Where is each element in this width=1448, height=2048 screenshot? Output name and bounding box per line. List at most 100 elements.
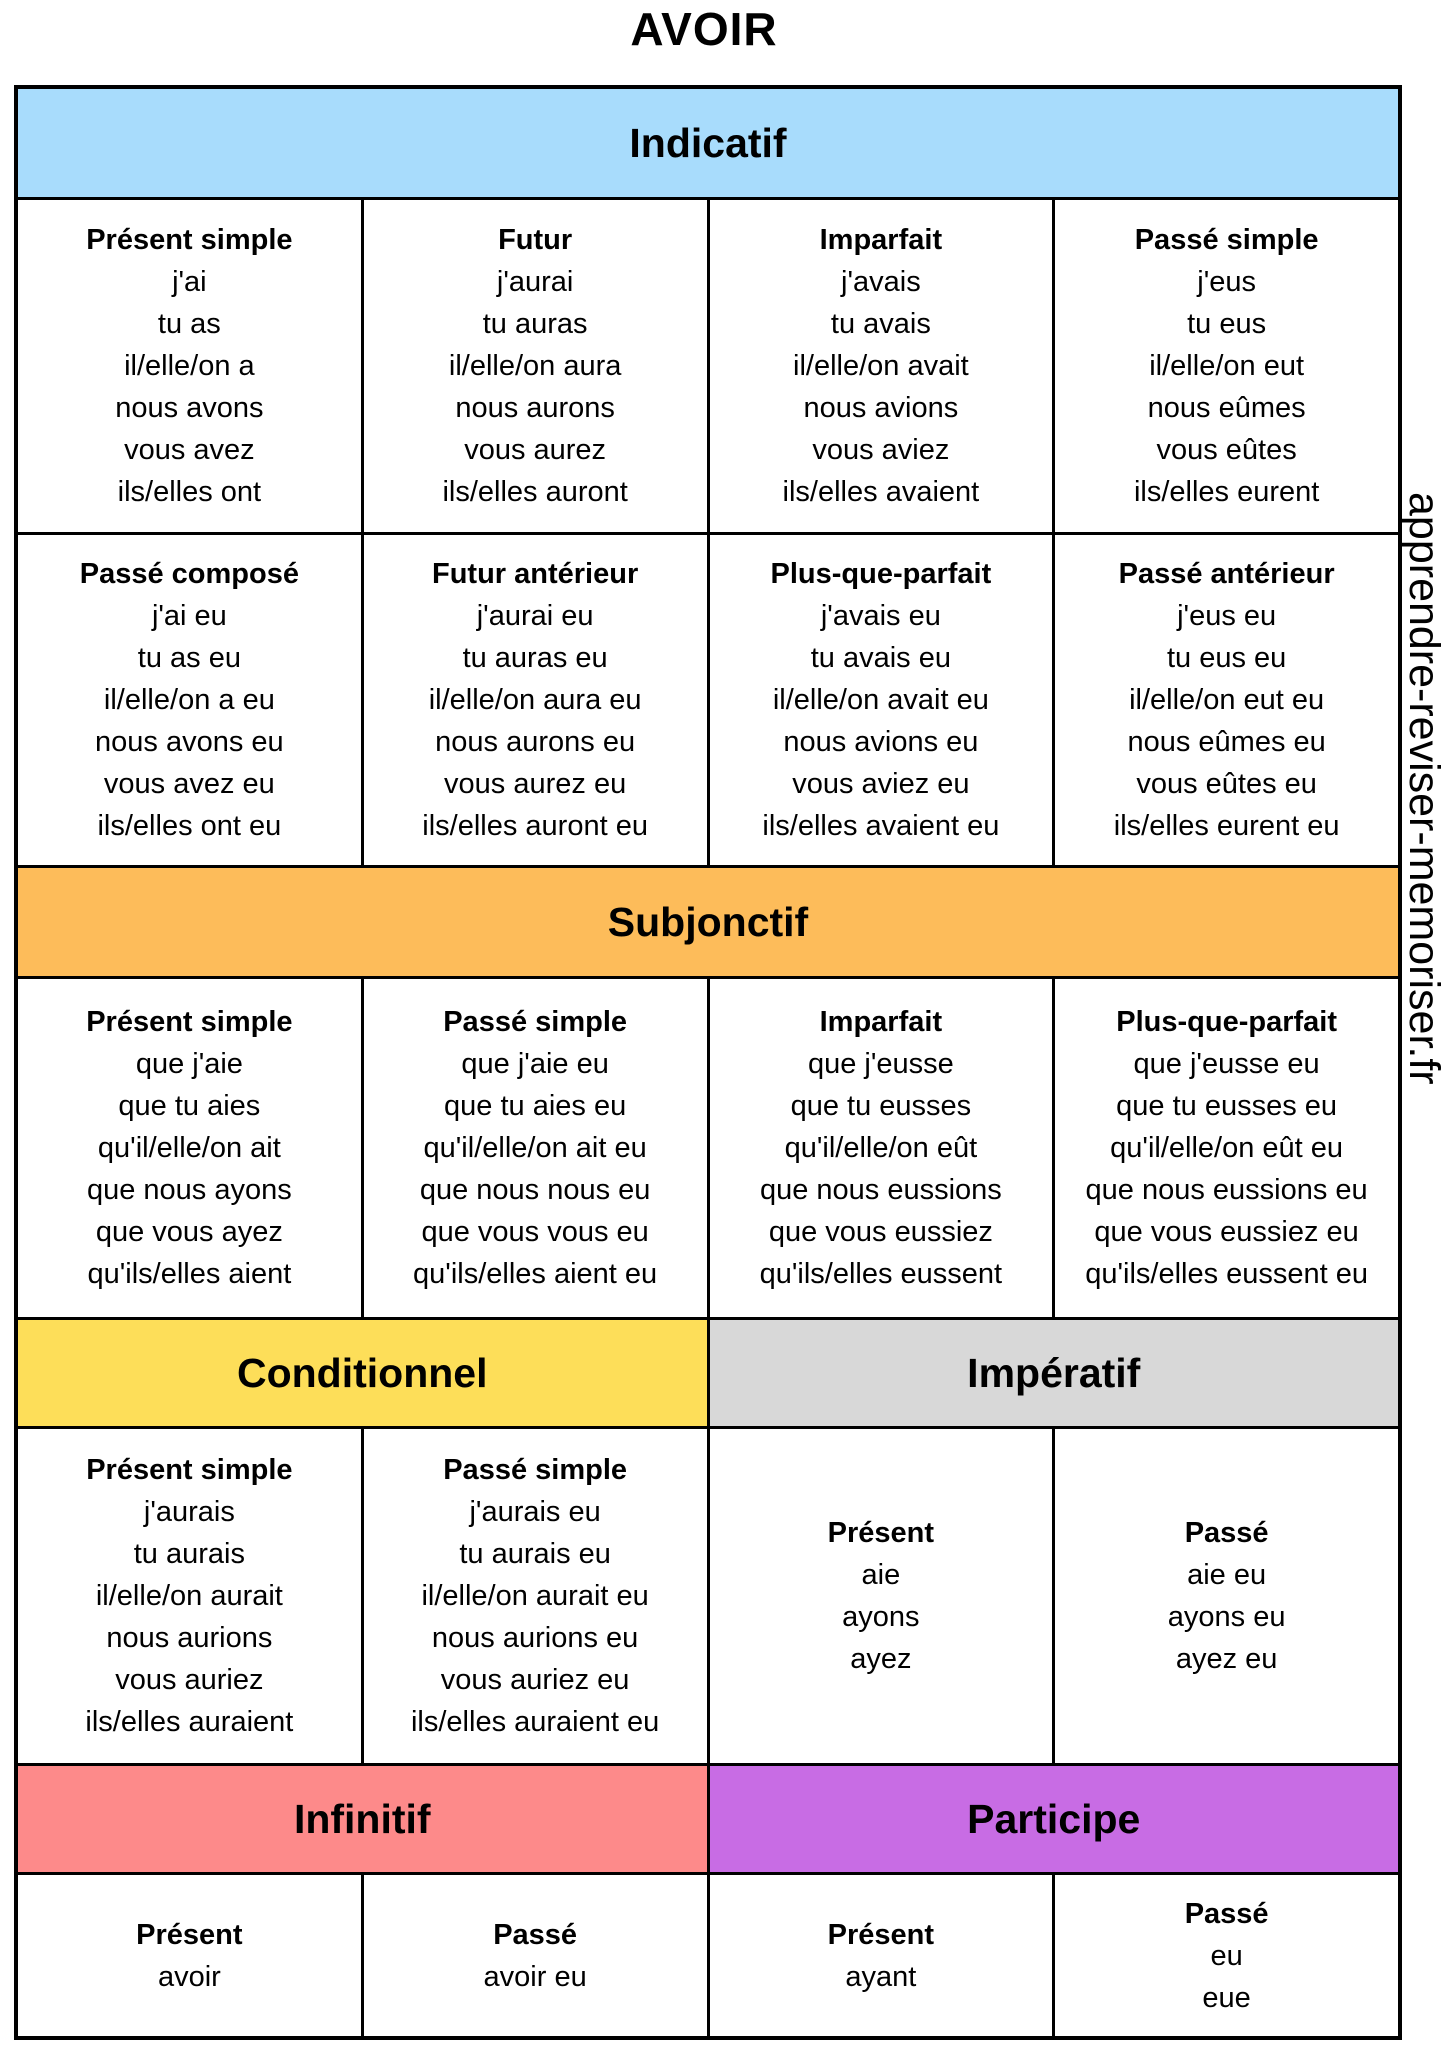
section-header-participe: Participe [709, 1766, 1398, 1872]
tense-cell-indicatif-plus-que-parfait: Plus-que-parfait j'avais eu tu avais eu il… [709, 535, 1053, 865]
conjugation-form: qu'ils/elles eussent [759, 1258, 1003, 1290]
conjugation-form: vous auriez [115, 1664, 264, 1696]
conjugation-form: que vous ayez [95, 1216, 283, 1248]
section-header-infinitif: Infinitif [18, 1766, 707, 1872]
conjugation-form: ayons eu [1167, 1601, 1286, 1633]
conjugation-form: il/elle/on aura eu [428, 684, 642, 716]
conjugation-form: ayant [845, 1960, 917, 1993]
conjugation-form: que vous eussiez eu [1094, 1216, 1359, 1248]
tense-cell-indicatif-present-simple: Présent simple j'ai tu as il/elle/on a nous… [18, 200, 361, 532]
tense-name: Passé composé [79, 558, 299, 590]
conjugation-forms: j'aurai tu auras il/elle/on aura nous auron… [442, 261, 627, 513]
conjugation-form: vous aurez eu [444, 768, 627, 800]
conjugation-form: que j'aie eu [461, 1048, 609, 1080]
conjugation-form: vous aviez [812, 434, 950, 466]
conjugation-form: eue [1202, 1981, 1251, 2014]
conjugation-forms: j'aurais eu tu aurais eu il/elle/on aurait… [411, 1491, 659, 1743]
conjugation-form: il/elle/on aurait eu [421, 1580, 649, 1612]
tense-name: Passé simple [443, 1454, 628, 1486]
conjugation-form: il/elle/on aura [448, 350, 622, 382]
conjugation-form: j'avais eu [820, 600, 941, 632]
conjugation-form: vous aviez eu [792, 768, 970, 800]
conjugation-forms: j'aurai eu tu auras eu il/elle/on aura eu n… [422, 595, 648, 847]
conjugation-form: tu as eu [137, 642, 241, 674]
tense-name: Plus-que-parfait [770, 558, 992, 590]
conjugation-form: il/elle/on avait [793, 350, 969, 382]
conjugation-form: ils/elles eurent eu [1113, 810, 1340, 842]
conjugation-form: tu eus eu [1166, 642, 1287, 674]
tense-name: Passé [1184, 1897, 1269, 1930]
conjugation-form: ayez eu [1175, 1643, 1278, 1675]
tense-name: Présent simple [86, 224, 293, 256]
page-title: AVOIR [630, 3, 778, 55]
website-watermark: apprendre-reviser-memoriser.fr [1400, 492, 1448, 1085]
conjugation-form: j'ai eu [151, 600, 227, 632]
conjugation-form: il/elle/on avait eu [772, 684, 989, 716]
conjugation-forms: aie ayons ayez [842, 1554, 919, 1680]
tense-cell-infinitif-passe: Passé avoir eu [363, 1875, 707, 2036]
tense-name: Passé simple [1134, 224, 1319, 256]
conjugation-form: que tu eusses [790, 1090, 972, 1122]
tense-cell-imperatif-present: Présent aie ayons ayez [709, 1429, 1053, 1763]
conjugation-form: ils/elles avaient [782, 476, 980, 508]
tense-name: Imparfait [819, 224, 943, 256]
conjugation-form: ils/elles ont eu [97, 810, 282, 842]
tense-name: Plus-que-parfait [1116, 1006, 1337, 1038]
conjugation-forms: j'eus tu eus il/elle/on eut nous eûmes vous … [1134, 261, 1319, 513]
conjugation-forms: que j'aie que tu aies qu'il/elle/on ait que… [87, 1043, 292, 1295]
conjugation-forms: que j'eusse que tu eusses qu'il/elle/on eû… [760, 1043, 1003, 1295]
conjugation-form: tu avais eu [810, 642, 951, 674]
section-header-imperatif: Impératif [709, 1320, 1398, 1426]
tense-cell-indicatif-futur: Futur j'aurai tu auras il/elle/on aura nous… [363, 200, 707, 532]
section-header-indicatif: Indicatif [18, 89, 1398, 197]
conjugation-form: que tu aies [118, 1090, 261, 1122]
conjugation-form: tu auras [482, 308, 588, 340]
conjugation-form: qu'il/elle/on eût [784, 1132, 978, 1164]
tense-cell-conditionnel-present-simple: Présent simple j'aurais tu aurais il/elle/… [18, 1429, 361, 1763]
conjugation-form: eu [1210, 1939, 1243, 1972]
conjugation-form: que j'aie [135, 1048, 243, 1080]
conjugation-form: qu'il/elle/on ait [97, 1132, 281, 1164]
conjugation-form: il/elle/on eut eu [1129, 684, 1325, 716]
conjugation-forms: avoir eu [484, 1956, 587, 1998]
conjugation-forms: ayant [845, 1956, 916, 1998]
conjugation-forms: j'ai tu as il/elle/on a nous avons vous avez… [115, 261, 263, 513]
conjugation-forms: j'ai eu tu as eu il/elle/on a eu nous avons… [95, 595, 284, 847]
conjugation-form: nous avons [115, 392, 264, 424]
tense-cell-imperatif-passe: Passé aie eu ayons eu ayez eu [1055, 1429, 1398, 1763]
conjugation-form: tu avais [830, 308, 931, 340]
conjugation-form: il/elle/on a eu [103, 684, 275, 716]
tense-cell-subjonctif-plus-que-parfait: Plus-que-parfait que j'eusse eu que tu eu… [1055, 979, 1398, 1317]
conjugation-form: vous eûtes eu [1136, 768, 1317, 800]
conjugation-table: Indicatif Présent simple j'ai tu as il/ell… [14, 85, 1402, 2040]
conjugation-form: avoir [157, 1960, 221, 1993]
conjugation-form: nous avons eu [95, 726, 284, 758]
conjugation-form: que j'eusse [807, 1048, 954, 1080]
tense-cell-infinitif-present: Présent avoir [18, 1875, 361, 2036]
conjugation-form: j'ai [172, 266, 207, 298]
conjugation-form: nous avions [803, 392, 959, 424]
tense-cell-indicatif-imparfait: Imparfait j'avais tu avais il/elle/on avai… [709, 200, 1053, 532]
conjugation-form: j'aurai [496, 266, 574, 298]
conjugation-form: tu as [157, 308, 221, 340]
conjugation-forms: avoir [158, 1956, 221, 1998]
conjugation-form: vous aurez [464, 434, 607, 466]
conjugation-form: tu aurais eu [459, 1538, 611, 1570]
conjugation-form: que tu aies eu [444, 1090, 627, 1122]
conjugation-form: j'eus [1197, 266, 1256, 298]
tense-cell-indicatif-futur-anterieur: Futur antérieur j'aurai eu tu auras eu il/… [363, 535, 707, 865]
conjugation-form: tu eus [1187, 308, 1267, 340]
conjugation-form: que j'eusse eu [1133, 1048, 1320, 1080]
conjugation-forms: j'aurais tu aurais il/elle/on aurait nous a… [85, 1491, 293, 1743]
conjugation-form: que tu eusses eu [1116, 1090, 1338, 1122]
tense-cell-indicatif-passe-compose: Passé composé j'ai eu tu as eu il/elle/on … [18, 535, 361, 865]
conjugation-forms: j'avais tu avais il/elle/on avait nous avio… [783, 261, 980, 513]
conjugation-form: qu'ils/elles aient eu [413, 1258, 658, 1290]
conjugation-form: vous avez eu [103, 768, 275, 800]
tense-name: Passé simple [443, 1006, 628, 1038]
conjugation-form: tu auras eu [462, 642, 608, 674]
conjugation-form: ils/elles auront eu [422, 810, 648, 842]
conjugation-form: que vous vous eu [421, 1216, 649, 1248]
conjugation-form: ils/elles ont [117, 476, 262, 508]
tense-name: Passé [493, 1918, 578, 1951]
